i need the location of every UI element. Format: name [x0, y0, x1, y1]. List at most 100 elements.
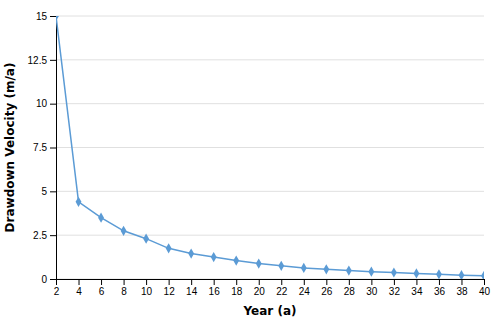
tick-label: 10 — [141, 286, 153, 297]
tick-label: 5 — [41, 186, 47, 197]
tick: 24 — [299, 279, 311, 297]
tick: 15 — [36, 11, 56, 22]
tick: 34 — [411, 279, 423, 297]
tick-label: 0 — [41, 274, 47, 285]
tick-label: 18 — [231, 286, 243, 297]
tick-label: 2 — [54, 286, 60, 297]
tick-label: 2.5 — [33, 230, 47, 241]
tick-label: 28 — [344, 286, 356, 297]
marker — [323, 264, 329, 274]
grid-line — [56, 235, 484, 236]
tick: 36 — [434, 279, 446, 297]
marker — [301, 263, 307, 273]
tick-mark — [169, 279, 170, 285]
tick: 4 — [76, 279, 82, 297]
tick: 7.5 — [33, 142, 56, 153]
tick-mark — [50, 104, 56, 105]
tick-label: 26 — [321, 286, 333, 297]
tick-mark — [349, 279, 350, 285]
tick-mark — [50, 191, 56, 192]
axis-line — [50, 17, 57, 280]
y-axis-title: Drawdown Velocity (m/a) — [3, 63, 17, 233]
tick-mark — [50, 279, 56, 280]
tick-label: 8 — [121, 286, 127, 297]
tick: 26 — [321, 279, 333, 297]
marker — [436, 269, 442, 279]
tick-mark — [50, 148, 56, 149]
axis-line — [57, 280, 485, 286]
tick: 18 — [231, 279, 243, 297]
tick-label: 16 — [209, 286, 221, 297]
tick: 30 — [366, 279, 378, 297]
grid-line — [56, 147, 484, 148]
plot: 24681012141618202224262830323436384002.5… — [28, 11, 491, 297]
tick: 38 — [456, 279, 468, 297]
tick: 14 — [186, 279, 198, 297]
marker — [56, 16, 59, 21]
marker — [278, 261, 284, 271]
tick-mark — [50, 60, 56, 61]
grid — [56, 16, 484, 279]
marker — [98, 213, 104, 223]
marker — [391, 267, 397, 277]
tick-mark — [304, 279, 305, 285]
marker — [256, 258, 262, 268]
marker — [76, 197, 82, 207]
tick-mark — [416, 279, 417, 285]
marker — [413, 268, 419, 278]
tick: 5 — [41, 186, 56, 197]
y-axis: 0 2.5 5 7.5 10 12.5 15 — [28, 11, 57, 285]
marker — [346, 265, 352, 275]
line — [56, 16, 484, 276]
tick-label: 32 — [389, 286, 401, 297]
tick-label: 4 — [76, 286, 82, 297]
tick: 40 — [479, 279, 491, 297]
tick-label: 34 — [411, 286, 423, 297]
grid-line — [56, 191, 484, 192]
tick-mark — [461, 279, 462, 285]
tick-label: 15 — [36, 11, 48, 22]
tick: 20 — [254, 279, 266, 297]
tick-mark — [439, 279, 440, 285]
tick: 2 — [54, 279, 60, 297]
tick-label: 6 — [99, 286, 105, 297]
tick-label: 22 — [276, 286, 288, 297]
tick-label: 24 — [299, 286, 311, 297]
marker — [368, 267, 374, 277]
marker — [211, 252, 217, 262]
marker — [121, 226, 127, 236]
tick-label: 20 — [254, 286, 266, 297]
tick-label: 12 — [164, 286, 176, 297]
marks — [56, 16, 484, 279]
x-axis-title: Year (a) — [243, 304, 297, 318]
marker — [188, 248, 194, 258]
tick-mark — [281, 279, 282, 285]
tick-mark — [259, 279, 260, 285]
chart: 24681012141618202224262830323436384002.5… — [0, 0, 500, 323]
tick-mark — [371, 279, 372, 285]
tick-label: 7.5 — [33, 142, 47, 153]
tick-mark — [146, 279, 147, 285]
grid-line — [56, 103, 484, 104]
tick: 8 — [121, 279, 127, 297]
tick-label: 38 — [456, 286, 468, 297]
tick: 0 — [41, 274, 56, 285]
tick: 28 — [344, 279, 356, 297]
marker — [481, 271, 484, 279]
tick: 10 — [141, 279, 153, 297]
marker — [233, 255, 239, 265]
tick-label: 10 — [36, 98, 48, 109]
tick-mark — [79, 279, 80, 285]
tick: 6 — [99, 279, 105, 297]
tick-mark — [326, 279, 327, 285]
tick-mark — [50, 16, 56, 17]
x-axis: 246810121416182022242628303234363840 — [54, 279, 491, 297]
tick: 22 — [276, 279, 288, 297]
tick-mark — [50, 235, 56, 236]
tick-mark — [484, 279, 485, 285]
marker — [166, 243, 172, 253]
tick: 12.5 — [28, 55, 56, 66]
tick: 16 — [209, 279, 221, 297]
tick-label: 36 — [434, 286, 446, 297]
tick-label: 14 — [186, 286, 198, 297]
